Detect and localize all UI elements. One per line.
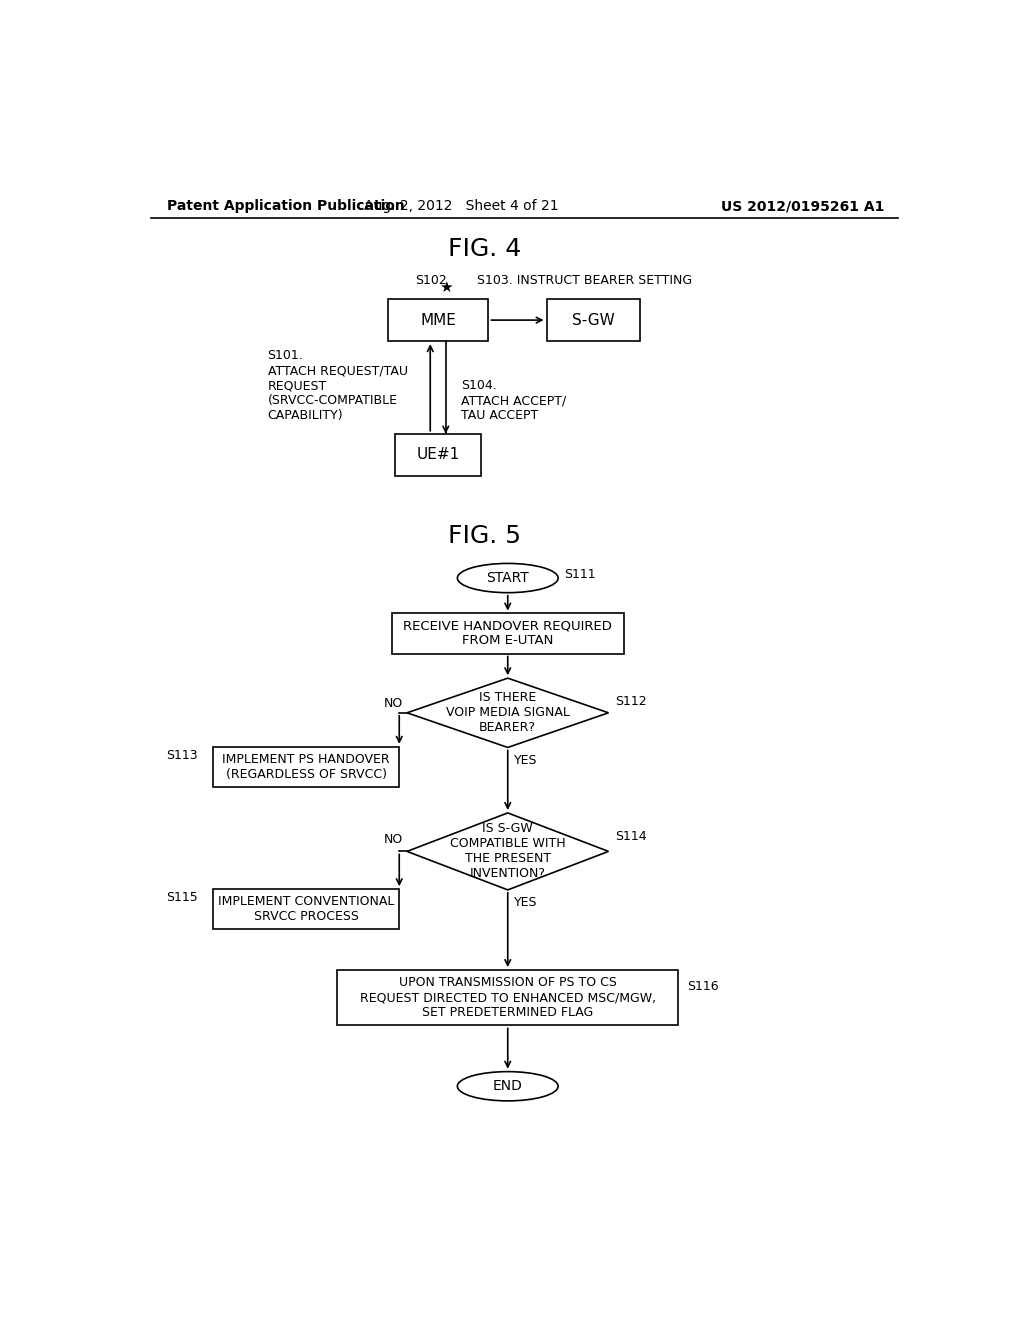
Text: UE#1: UE#1 xyxy=(417,447,460,462)
Text: END: END xyxy=(493,1080,522,1093)
Text: MME: MME xyxy=(420,313,456,327)
Text: Aug. 2, 2012   Sheet 4 of 21: Aug. 2, 2012 Sheet 4 of 21 xyxy=(364,199,558,213)
Text: UPON TRANSMISSION OF PS TO CS
REQUEST DIRECTED TO ENHANCED MSC/MGW,
SET PREDETER: UPON TRANSMISSION OF PS TO CS REQUEST DI… xyxy=(359,977,655,1019)
Text: S113: S113 xyxy=(166,748,198,762)
Polygon shape xyxy=(407,813,608,890)
Text: FIG. 4: FIG. 4 xyxy=(447,238,521,261)
Ellipse shape xyxy=(458,1072,558,1101)
Text: S-GW: S-GW xyxy=(571,313,614,327)
Polygon shape xyxy=(407,678,608,747)
Text: IMPLEMENT PS HANDOVER
(REGARDLESS OF SRVCC): IMPLEMENT PS HANDOVER (REGARDLESS OF SRV… xyxy=(222,752,390,780)
Text: S103. INSTRUCT BEARER SETTING: S103. INSTRUCT BEARER SETTING xyxy=(477,273,692,286)
Text: S111: S111 xyxy=(564,568,596,581)
Text: FIG. 5: FIG. 5 xyxy=(449,524,521,548)
Text: YES: YES xyxy=(514,896,538,909)
Text: IMPLEMENT CONVENTIONAL
SRVCC PROCESS: IMPLEMENT CONVENTIONAL SRVCC PROCESS xyxy=(218,895,394,923)
Text: RECEIVE HANDOVER REQUIRED
FROM E-UTAN: RECEIVE HANDOVER REQUIRED FROM E-UTAN xyxy=(403,619,612,648)
Ellipse shape xyxy=(458,564,558,593)
Bar xyxy=(337,970,678,1026)
Text: S104.
ATTACH ACCEPT/
TAU ACCEPT: S104. ATTACH ACCEPT/ TAU ACCEPT xyxy=(461,379,566,422)
Text: S102: S102 xyxy=(415,273,446,286)
Bar xyxy=(213,747,399,787)
Text: S112: S112 xyxy=(614,694,646,708)
Text: S115: S115 xyxy=(166,891,198,904)
Bar xyxy=(395,434,480,477)
Text: S101.
ATTACH REQUEST/TAU
REQUEST
(SRVCC-COMPATIBLE
CAPABILITY): S101. ATTACH REQUEST/TAU REQUEST (SRVCC-… xyxy=(267,348,408,422)
Text: NO: NO xyxy=(384,697,403,710)
Text: Patent Application Publication: Patent Application Publication xyxy=(167,199,404,213)
Bar xyxy=(391,614,624,653)
Bar xyxy=(213,890,399,929)
Text: NO: NO xyxy=(384,833,403,846)
Text: S116: S116 xyxy=(687,979,719,993)
Text: YES: YES xyxy=(514,754,538,767)
Text: US 2012/0195261 A1: US 2012/0195261 A1 xyxy=(721,199,884,213)
Text: IS S-GW
COMPATIBLE WITH
THE PRESENT
INVENTION?: IS S-GW COMPATIBLE WITH THE PRESENT INVE… xyxy=(450,822,565,880)
Text: IS THERE
VOIP MEDIA SIGNAL
BEARER?: IS THERE VOIP MEDIA SIGNAL BEARER? xyxy=(445,692,569,734)
Text: ★: ★ xyxy=(439,280,453,296)
Text: S114: S114 xyxy=(614,829,646,842)
Bar xyxy=(547,298,640,342)
Bar xyxy=(388,298,488,342)
Text: START: START xyxy=(486,572,529,585)
